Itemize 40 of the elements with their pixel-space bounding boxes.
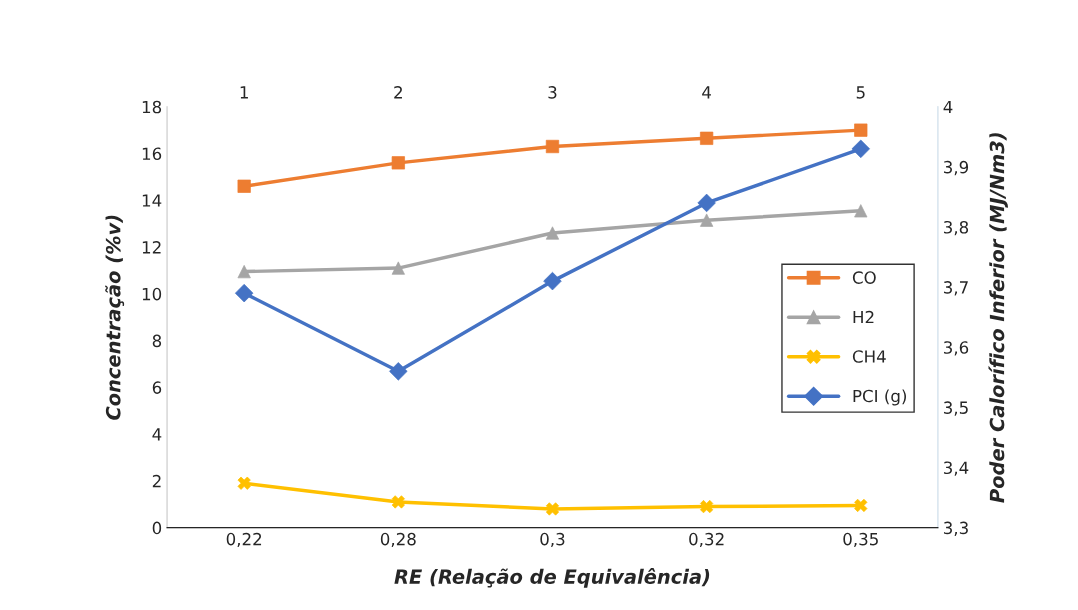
point	[237, 179, 251, 193]
point	[700, 131, 714, 145]
point	[697, 193, 716, 213]
y2-tick-label: 3,9	[943, 160, 969, 176]
x2-tick-label: 2	[394, 86, 402, 99]
legend-label: H2	[853, 310, 874, 324]
y2-tick-label: 3,4	[943, 461, 969, 476]
x-tick-label: 0,32	[689, 532, 724, 548]
legend-label: PCI (g)	[853, 389, 907, 406]
x2-tick-label: 5	[856, 86, 865, 99]
x-tick-label: 0,28	[380, 532, 416, 548]
y-tick-label: 0	[152, 521, 162, 535]
y-tick-label: 18	[142, 100, 162, 114]
x-tick-label: 0,22	[226, 532, 262, 548]
legend-label: CH4	[852, 350, 886, 363]
point	[543, 271, 562, 291]
point	[391, 156, 405, 170]
x-tick-label: 0,3	[540, 532, 565, 548]
y-tick-label: 16	[142, 147, 162, 161]
x2-tick-label: 4	[702, 86, 711, 99]
y-axis-title: Concentração (%v)	[105, 215, 125, 420]
y2-tick-label: 3,7	[943, 281, 968, 296]
y2-tick-label: 4	[943, 100, 953, 114]
y-tick-label: 10	[142, 287, 162, 301]
y-tick-label: 14	[142, 194, 162, 207]
x-tick-label: 0,35	[843, 532, 878, 548]
y-tick-label: 4	[152, 428, 162, 441]
y2-tick-label: 3,3	[943, 521, 968, 536]
y-tick-label: 12	[142, 241, 161, 254]
y2-tick-label: 3,6	[943, 341, 969, 356]
x2-tick-label: 3	[548, 86, 557, 99]
legend-label: CO	[852, 271, 876, 284]
x2-tick-label: 1	[240, 86, 248, 99]
y-tick-label: 6	[152, 381, 162, 394]
y-tick-label: 8	[152, 334, 162, 348]
y2-tick-label: 3,5	[943, 401, 968, 416]
x-axis-title: RE (Relação de Equivalência)	[394, 568, 710, 588]
y-tick-label: 2	[152, 474, 161, 488]
y2-tick-label: 3,8	[943, 220, 969, 236]
y2-axis-title: Poder Calorífico Inferior (MJ/Nm3)	[988, 133, 1008, 503]
